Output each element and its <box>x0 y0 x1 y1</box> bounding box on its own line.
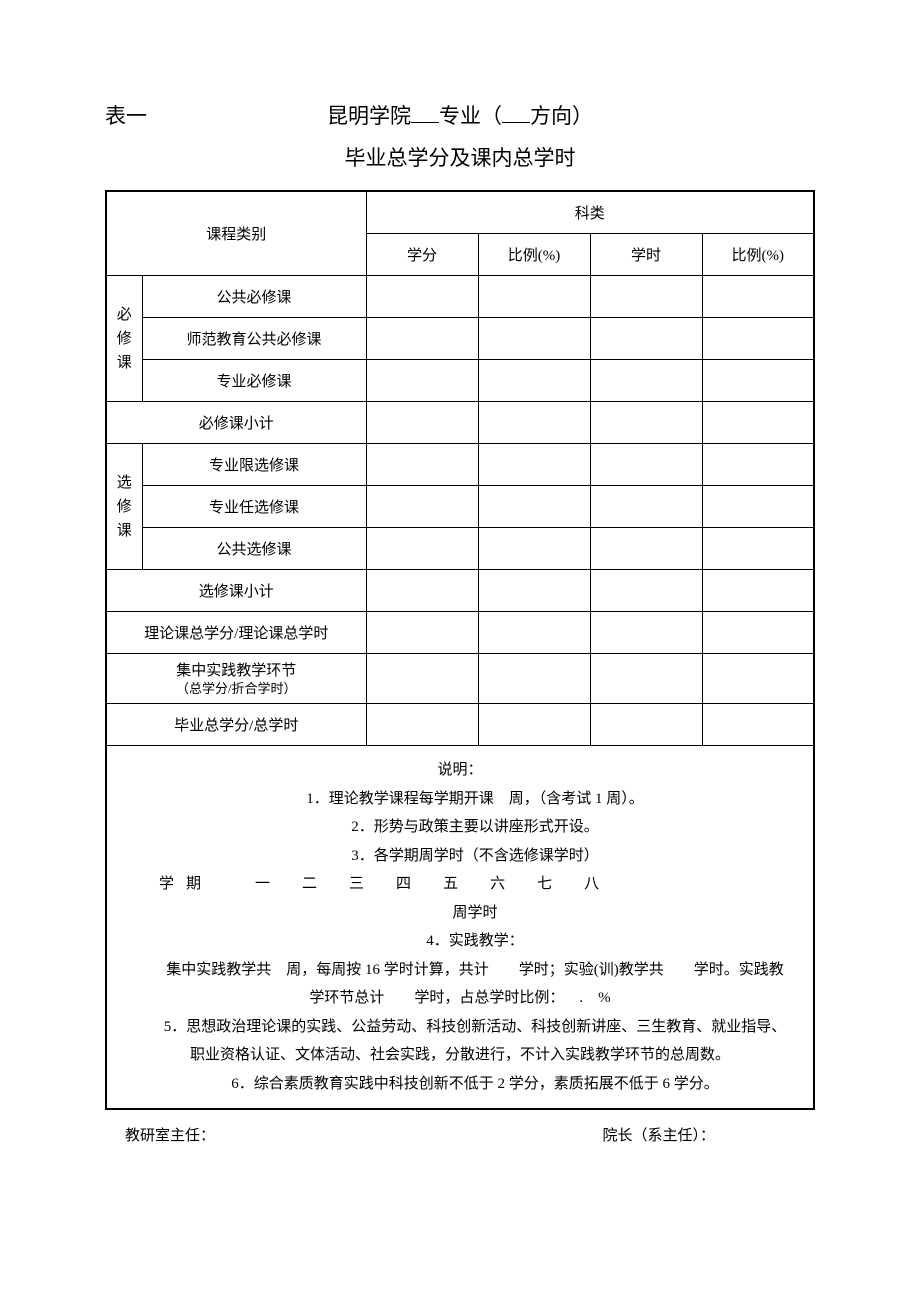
header-row: 表一 昆明学院 专业（ 方向） <box>105 100 815 130</box>
practice-row-label: 集中实践教学环节 （总学分/折合学时） <box>106 654 366 704</box>
signature-right: 院长（系主任）： <box>602 1124 715 1145</box>
major-blank <box>411 100 439 123</box>
row-label: 公共选修课 <box>142 528 366 570</box>
table-row: 专业必修课 <box>106 360 814 402</box>
note-3: 3．各学期周学时（不含选修课学时） <box>111 842 809 871</box>
table-label: 表一 <box>105 100 147 130</box>
table-row: 师范教育公共必修课 <box>106 318 814 360</box>
direction-blank <box>502 100 530 123</box>
note-5a: 5．思想政治理论课的实践、公益劳动、科技创新活动、科技创新讲座、三生教育、就业指… <box>111 1013 809 1042</box>
semester-label: 学期 <box>141 870 231 899</box>
signature-left: 教研室主任： <box>125 1124 602 1145</box>
table-row: 理论课总学分/理论课总学时 <box>106 612 814 654</box>
col-category: 科类 <box>366 191 814 234</box>
note-5b: 职业资格认证、文体活动、社会实践，分散进行，不计入实践教学环节的总周数。 <box>111 1041 809 1070</box>
table-row: 必修课小计 <box>106 402 814 444</box>
col-ratio2: 比例(%) <box>702 234 814 276</box>
sem-item: 二 <box>302 870 317 899</box>
col-course-type: 课程类别 <box>106 191 366 276</box>
note-4b: 学环节总计 学时，占总学时比例： . % <box>111 984 809 1013</box>
table-row: 必修课 公共必修课 <box>106 276 814 318</box>
row-label: 公共必修课 <box>142 276 366 318</box>
theory-total-label: 理论课总学分/理论课总学时 <box>106 612 366 654</box>
sem-item: 一 <box>255 870 270 899</box>
signatures: 教研室主任： 院长（系主任）： <box>105 1124 815 1145</box>
note-2: 2．形势与政策主要以讲座形式开设。 <box>111 813 809 842</box>
notes-row: 说明： 1．理论教学课程每学期开课 周，（含考试 1 周）。 2．形势与政策主要… <box>106 746 814 1110</box>
sem-item: 五 <box>443 870 458 899</box>
note-4a: 集中实践教学共 周，每周按 16 学时计算，共计 学时；实验(训)教学共 学时。… <box>111 956 809 985</box>
note-6: 6．综合素质教育实践中科技创新不低于 2 学分，素质拓展不低于 6 学分。 <box>111 1070 809 1099</box>
practice-row-sub: （总学分/折合学时） <box>111 680 362 698</box>
row-label: 专业任选修课 <box>142 486 366 528</box>
grad-total-label: 毕业总学分/总学时 <box>106 704 366 746</box>
main-title: 昆明学院 专业（ 方向） <box>147 100 773 130</box>
institution-name: 昆明学院 <box>327 105 411 128</box>
elective-subtotal-label: 选修课小计 <box>106 570 366 612</box>
notes-cell: 说明： 1．理论教学课程每学期开课 周，（含考试 1 周）。 2．形势与政策主要… <box>106 746 814 1110</box>
sem-item: 四 <box>396 870 411 899</box>
table-row: 公共选修课 <box>106 528 814 570</box>
table-row: 集中实践教学环节 （总学分/折合学时） <box>106 654 814 704</box>
week-hours-label: 周学时 <box>111 899 809 928</box>
sem-item: 三 <box>349 870 364 899</box>
sem-item: 六 <box>490 870 505 899</box>
required-group-label: 必修课 <box>106 276 142 402</box>
required-subtotal-label: 必修课小计 <box>106 402 366 444</box>
table-row: 毕业总学分/总学时 <box>106 704 814 746</box>
semester-items: 一 二 三 四 五 六 七 八 <box>255 870 599 899</box>
col-credit: 学分 <box>366 234 478 276</box>
table-row: 选修课小计 <box>106 570 814 612</box>
semester-row: 学期 一 二 三 四 五 六 七 八 <box>141 870 809 899</box>
credits-table: 课程类别 科类 学分 比例(%) 学时 比例(%) 必修课 公共必修课 师范教育… <box>105 190 815 1110</box>
table-row: 选修课 专业限选修课 <box>106 444 814 486</box>
note-1: 1．理论教学课程每学期开课 周，（含考试 1 周）。 <box>111 785 809 814</box>
col-ratio1: 比例(%) <box>478 234 590 276</box>
note-4: 4．实践教学： <box>111 927 809 956</box>
direction-suffix: 方向） <box>530 105 593 128</box>
row-label: 专业必修课 <box>142 360 366 402</box>
elective-group-label: 选修课 <box>106 444 142 570</box>
subtitle: 毕业总学分及课内总学时 <box>105 142 815 172</box>
notes-title: 说明： <box>111 756 809 785</box>
major-suffix: 专业（ <box>439 105 502 128</box>
sem-item: 七 <box>537 870 552 899</box>
col-hours: 学时 <box>590 234 702 276</box>
row-label: 专业限选修课 <box>142 444 366 486</box>
table-row: 专业任选修课 <box>106 486 814 528</box>
sem-item: 八 <box>584 870 599 899</box>
practice-row-main: 集中实践教学环节 <box>111 659 362 680</box>
row-label: 师范教育公共必修课 <box>142 318 366 360</box>
